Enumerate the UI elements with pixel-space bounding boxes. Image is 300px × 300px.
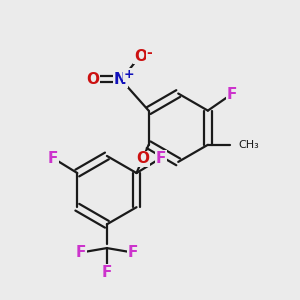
Text: +: +	[124, 68, 135, 82]
Text: O: O	[134, 49, 147, 64]
Text: F: F	[128, 245, 138, 260]
Text: -: -	[147, 46, 152, 60]
Text: F: F	[102, 265, 112, 280]
Text: O: O	[87, 72, 100, 87]
Text: F: F	[48, 151, 58, 166]
Text: O: O	[136, 152, 149, 166]
Text: CH₃: CH₃	[238, 140, 259, 150]
Text: F: F	[76, 245, 86, 260]
Text: F: F	[156, 151, 166, 166]
Text: F: F	[227, 87, 237, 102]
Text: N: N	[114, 72, 127, 87]
